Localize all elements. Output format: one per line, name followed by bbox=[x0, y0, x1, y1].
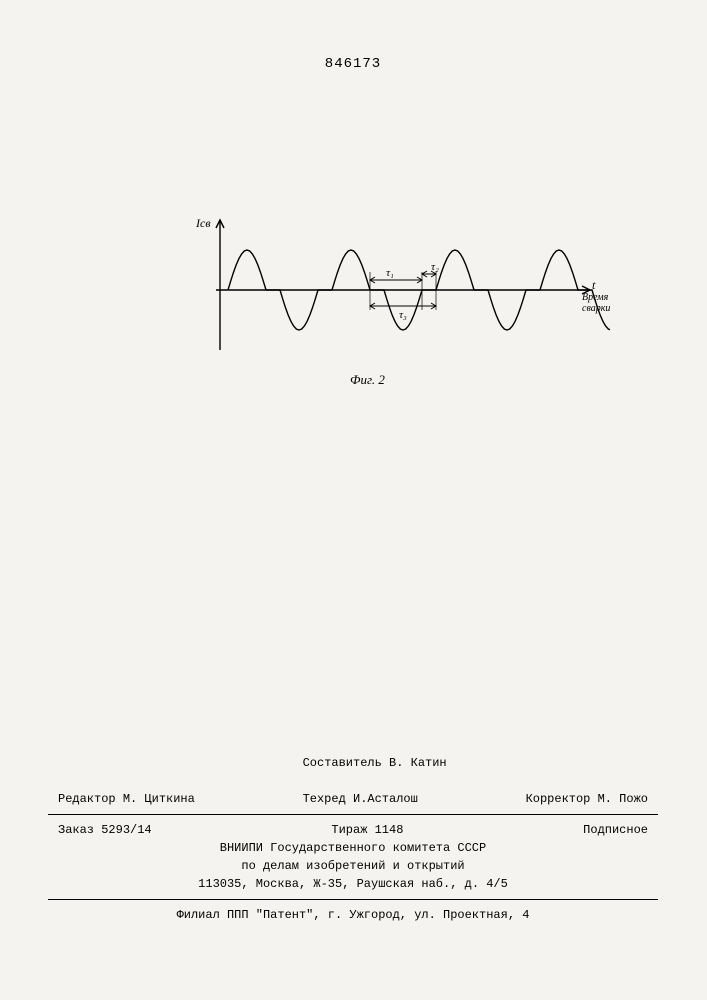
svg-text:τ₂: τ₂ bbox=[431, 261, 439, 273]
page-frame: 846173 τ₁τ₂τ₃ Iсв t Время сварки Фиг. 2 … bbox=[48, 40, 658, 960]
svg-text:τ₁: τ₁ bbox=[386, 267, 394, 279]
divider bbox=[48, 814, 658, 815]
y-axis-label: Iсв bbox=[196, 216, 211, 231]
editor-cell: Редактор М. Циткина bbox=[58, 790, 195, 808]
order-row: Заказ 5293/14 Тираж 1148 Подписное bbox=[48, 821, 658, 839]
techred-cell: Техред И.Асталош bbox=[303, 790, 418, 808]
svg-text:τ₃: τ₃ bbox=[399, 309, 407, 321]
figure-caption: Фиг. 2 bbox=[350, 372, 385, 388]
document-number: 846173 bbox=[325, 56, 381, 72]
corrector-cell: Корректор М. Пожо bbox=[526, 790, 648, 808]
x-axis-sublabel: Время сварки bbox=[582, 292, 610, 314]
compiler-line: Составитель В. Катин bbox=[48, 736, 658, 790]
circulation-cell: Тираж 1148 bbox=[331, 821, 403, 839]
credits-row: Редактор М. Циткина Техред И.Асталош Кор… bbox=[48, 790, 658, 808]
address-line: 113035, Москва, Ж-35, Раушская наб., д. … bbox=[48, 875, 658, 893]
org-line-2: по делам изобретений и открытий bbox=[48, 857, 658, 875]
branch-line: Филиал ППП "Патент", г. Ужгород, ул. Про… bbox=[48, 906, 658, 924]
x-axis-label: t bbox=[592, 278, 595, 293]
footer-block: Составитель В. Катин Редактор М. Циткина… bbox=[48, 736, 658, 924]
subscription-cell: Подписное bbox=[583, 821, 648, 839]
figure-waveform: τ₁ τ₂ τ₃ Iсв t Время сварки bbox=[190, 210, 610, 380]
order-cell: Заказ 5293/14 bbox=[58, 821, 152, 839]
org-line-1: ВНИИПИ Государственного комитета СССР bbox=[48, 839, 658, 857]
waveform-svg: τ₁ τ₂ τ₃ bbox=[190, 210, 610, 380]
compiler-label: Составитель bbox=[303, 756, 382, 770]
divider-2 bbox=[48, 899, 658, 900]
compiler-name: В. Катин bbox=[389, 756, 447, 770]
